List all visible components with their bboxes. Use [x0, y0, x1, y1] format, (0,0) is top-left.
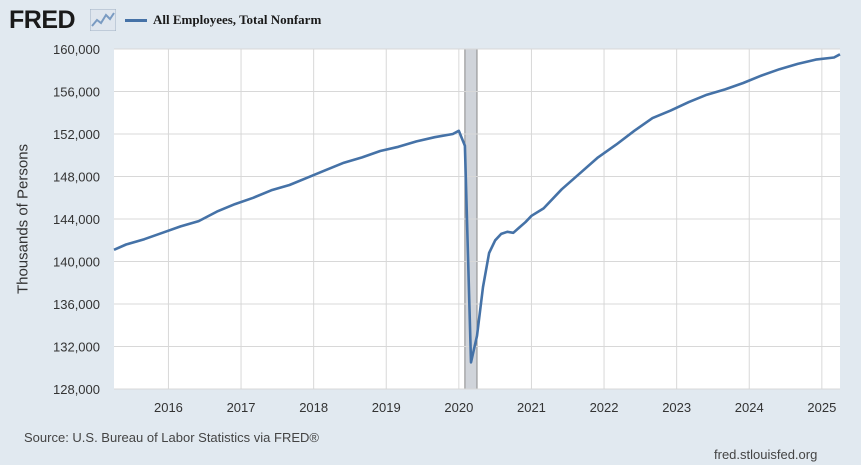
y-tick-label: 132,000 — [53, 340, 100, 355]
y-tick-label: 156,000 — [53, 85, 100, 100]
x-tick-label: 2016 — [154, 400, 183, 415]
y-tick-label: 140,000 — [53, 255, 100, 270]
series-line-total-nonfarm — [113, 53, 841, 364]
y-tick-label: 136,000 — [53, 297, 100, 312]
y-tick-label: 148,000 — [53, 170, 100, 185]
x-tick-label: 2022 — [590, 400, 619, 415]
fred-chart-icon — [90, 9, 116, 31]
y-tick-label: 144,000 — [53, 212, 100, 227]
x-tick-label: 2023 — [662, 400, 691, 415]
gridlines — [114, 48, 840, 390]
y-axis-title: Thousands of Persons — [14, 143, 32, 295]
y-tick-label: 160,000 — [53, 42, 100, 57]
x-tick-label: 2020 — [444, 400, 473, 415]
x-tick-label: 2019 — [372, 400, 401, 415]
y-axis-ticks: 128,000 132,000 136,000 140,000 144,000 148,0… — [53, 42, 100, 397]
y-tick-label: 152,000 — [53, 127, 100, 142]
x-tick-label: 2025 — [807, 400, 836, 415]
legend-swatch — [125, 19, 147, 22]
y-tick-label: 128,000 — [53, 382, 100, 397]
fred-logo[interactable]: FRED — [9, 6, 76, 34]
chart-header: FRED All Employees, Total Nonfarm — [0, 0, 861, 40]
source-note: Source: U.S. Bureau of Labor Statistics … — [24, 430, 319, 445]
legend-label[interactable]: All Employees, Total Nonfarm — [153, 12, 322, 27]
x-axis-ticks: 2016 2017 2018 2019 2020 2021 2022 2023 2024 2025 — [154, 400, 836, 415]
x-tick-label: 2024 — [735, 400, 764, 415]
fred-url[interactable]: fred.stlouisfed.org — [714, 447, 818, 462]
x-tick-label: 2018 — [299, 400, 328, 415]
x-tick-label: 2017 — [227, 400, 256, 415]
x-tick-label: 2021 — [517, 400, 546, 415]
